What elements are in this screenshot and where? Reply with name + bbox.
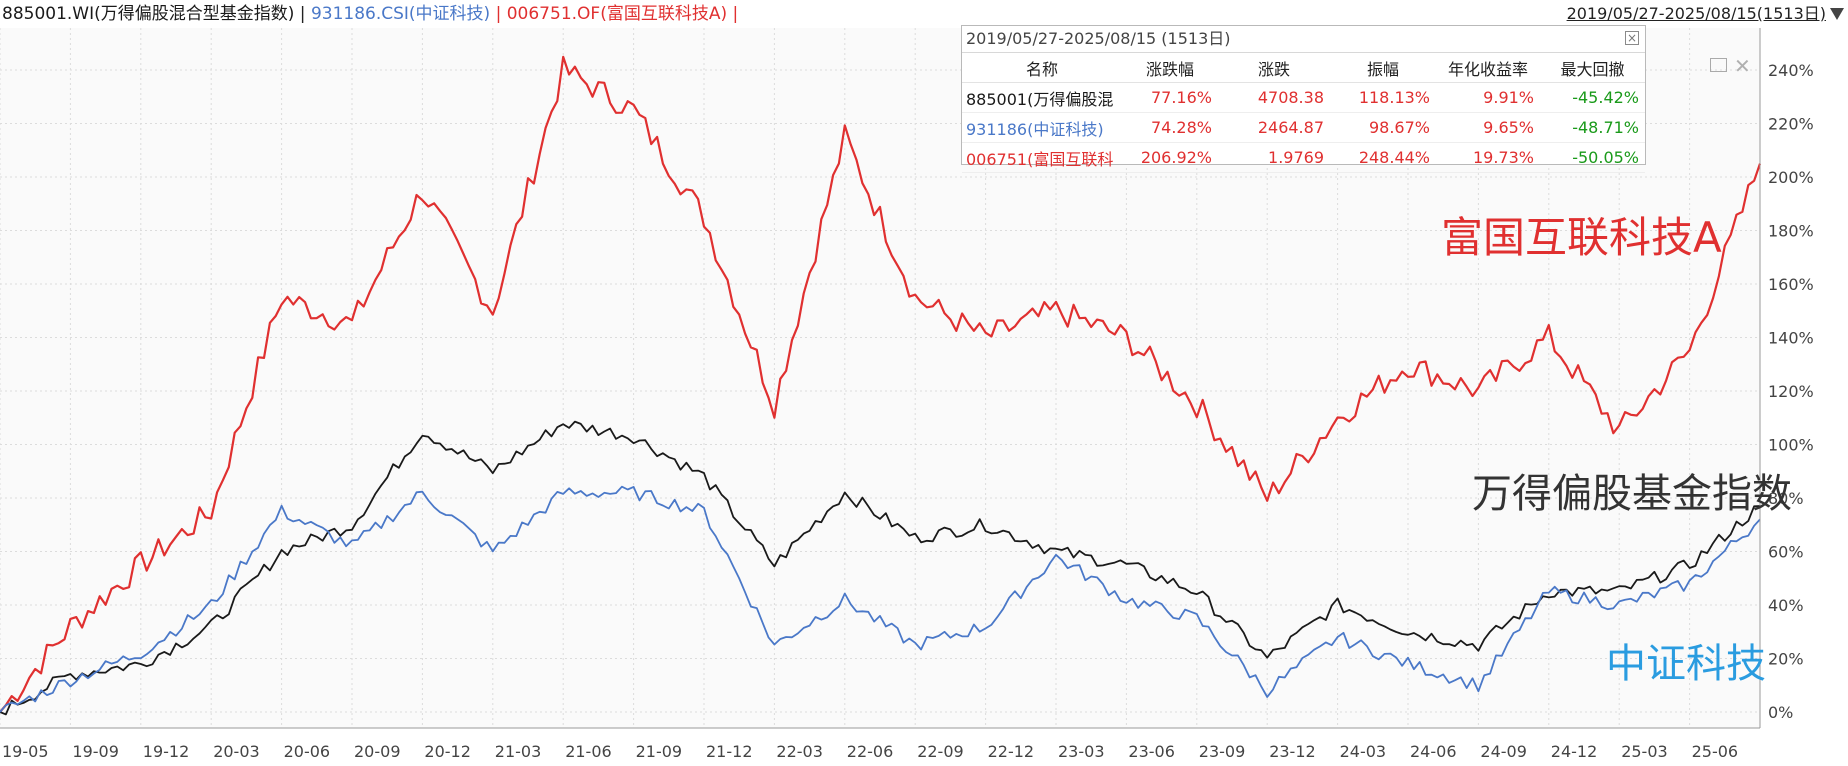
chart-title-bar: 885001.WI(万得偏股混合型基金指数) | 931186.CSI(中证科技… (0, 0, 1848, 28)
x-tick-label: 24-03 (1340, 742, 1387, 761)
restore-window-icon[interactable] (1710, 58, 1727, 72)
table-cell: 9.91% (1436, 82, 1540, 113)
y-tick-label: 160% (1768, 275, 1814, 294)
series-line (0, 485, 1761, 713)
statistics-header-row: 名称 涨跌幅 涨跌 振幅 年化收益率 最大回撤 (962, 53, 1645, 83)
table-cell: -48.71% (1540, 112, 1645, 143)
date-range-selector[interactable]: 2019/05/27-2025/08/15(1513日) (1566, 4, 1826, 23)
x-tick-label: 19-05 (2, 742, 49, 761)
x-tick-label: 24-06 (1410, 742, 1457, 761)
column-header[interactable]: 名称 (962, 53, 1122, 83)
x-tick-label: 24-09 (1480, 742, 1527, 761)
column-header[interactable]: 年化收益率 (1436, 53, 1540, 83)
y-axis-ticks: 0% 20% 40% 60% 80% 100% 120% 140% 160% 180% 200% 22… (1768, 61, 1814, 722)
x-tick-label: 22-06 (847, 742, 894, 761)
x-tick-label: 19-12 (143, 742, 190, 761)
x-tick-label: 23-03 (1058, 742, 1105, 761)
x-tick-label: 21-06 (565, 742, 612, 761)
legend-885001[interactable]: 885001.WI(万得偏股混合型基金指数) (2, 4, 295, 24)
x-tick-label: 21-09 (636, 742, 683, 761)
table-cell: -45.42% (1540, 82, 1645, 113)
x-tick-label: 25-06 (1692, 742, 1739, 761)
table-cell: 2464.87 (1218, 112, 1330, 143)
table-cell: 4708.38 (1218, 82, 1330, 113)
table-cell: 19.73% (1436, 142, 1540, 173)
series-line (0, 55, 1762, 713)
table-cell: 74.28% (1122, 112, 1218, 143)
table-row[interactable]: 885001(万得偏股混 77.16% 4708.38 118.13% 9.91% -45… (962, 82, 1645, 113)
table-cell: 118.13% (1330, 82, 1436, 113)
legend-separator: | (490, 4, 507, 24)
legend-006751[interactable]: 006751.OF(富国互联科技A) (506, 4, 728, 24)
y-tick-label: 20% (1768, 650, 1804, 669)
table-row[interactable]: 006751(富国互联科 206.92% 1.9769 248.44% 19.73% -5… (962, 142, 1645, 173)
series-label-black: 万得偏股基金指数 (1472, 471, 1792, 517)
x-tick-label: 24-12 (1551, 742, 1598, 761)
x-tick-label: 20-06 (284, 742, 331, 761)
y-tick-label: 40% (1768, 596, 1804, 615)
series-label-red: 富国互联科技A (1441, 213, 1722, 262)
y-tick-label: 60% (1768, 543, 1804, 562)
y-tick-label: 0% (1768, 703, 1793, 722)
statistics-table: 名称 涨跌幅 涨跌 振幅 年化收益率 最大回撤 885001(万得偏股混 77.16% 470… (962, 53, 1645, 173)
table-row[interactable]: 931186(中证科技) 74.28% 2464.87 98.67% 9.65% -48.… (962, 112, 1645, 143)
close-chart-icon[interactable]: ✕ (1734, 54, 1751, 78)
series-line (0, 420, 1761, 716)
column-header[interactable]: 涨跌 (1218, 53, 1330, 83)
x-tick-label: 21-12 (706, 742, 753, 761)
legend-931186[interactable]: 931186.CSI(中证科技) (310, 4, 491, 24)
table-cell: 006751(富国互联科 (962, 142, 1122, 173)
statistics-body: 885001(万得偏股混 77.16% 4708.38 118.13% 9.91% -45… (962, 82, 1645, 173)
y-tick-label: 120% (1768, 382, 1814, 401)
x-tick-label: 20-09 (354, 742, 401, 761)
table-cell: 77.16% (1122, 82, 1218, 113)
table-cell: -50.05% (1540, 142, 1645, 173)
x-tick-label: 23-06 (1128, 742, 1175, 761)
statistics-panel: 2019/05/27-2025/08/15 (1513日) × 名称 涨跌幅 涨跌振… (961, 25, 1646, 173)
y-tick-label: 220% (1768, 115, 1814, 134)
table-cell: 1.9769 (1218, 142, 1330, 173)
x-tick-label: 23-12 (1269, 742, 1316, 761)
x-axis-ticks: 19-05 19-09 19-12 20-03 20-06 20-09 20-12 21-03… (2, 742, 1738, 761)
column-header[interactable]: 涨跌幅 (1122, 53, 1218, 83)
legend-separator: | (294, 4, 311, 24)
statistics-period: 2019/05/27-2025/08/15 (1513日) (966, 29, 1231, 48)
series-lines (0, 55, 1762, 716)
y-tick-label: 80% (1768, 489, 1804, 508)
x-tick-label: 19-09 (72, 742, 119, 761)
legend-separator: | (727, 4, 739, 24)
gridlines (0, 28, 1760, 728)
x-tick-label: 22-03 (776, 742, 823, 761)
table-cell: 9.65% (1436, 112, 1540, 143)
x-tick-label: 23-09 (1199, 742, 1246, 761)
table-cell: 885001(万得偏股混 (962, 82, 1122, 113)
x-tick-label: 21-03 (495, 742, 542, 761)
y-tick-label: 180% (1768, 222, 1814, 241)
table-cell: 931186(中证科技) (962, 112, 1122, 143)
dropdown-arrow-icon[interactable] (1830, 8, 1844, 20)
table-cell: 206.92% (1122, 142, 1218, 173)
x-tick-label: 20-12 (424, 742, 471, 761)
series-label-blue: 中证科技 (1606, 641, 1766, 687)
x-tick-label: 25-03 (1621, 742, 1668, 761)
column-header[interactable]: 振幅 (1330, 53, 1436, 83)
y-tick-label: 100% (1768, 436, 1814, 455)
x-tick-label: 20-03 (213, 742, 260, 761)
x-tick-label: 22-12 (988, 742, 1035, 761)
x-tick-label: 22-09 (917, 742, 964, 761)
y-tick-label: 240% (1768, 61, 1814, 80)
column-header[interactable]: 最大回撤 (1540, 53, 1645, 83)
statistics-panel-header: 2019/05/27-2025/08/15 (1513日) × (962, 26, 1645, 53)
table-cell: 248.44% (1330, 142, 1436, 173)
table-cell: 98.67% (1330, 112, 1436, 143)
y-tick-label: 200% (1768, 168, 1814, 187)
close-panel-icon[interactable]: × (1625, 31, 1639, 45)
y-tick-label: 140% (1768, 329, 1814, 348)
